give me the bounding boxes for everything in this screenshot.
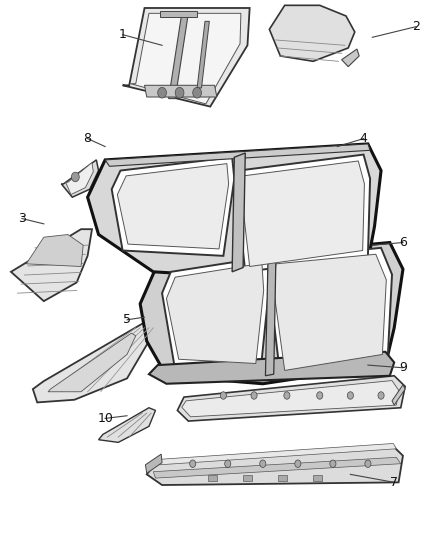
- Polygon shape: [140, 243, 403, 384]
- Polygon shape: [278, 475, 287, 481]
- Polygon shape: [105, 144, 370, 166]
- Text: 9: 9: [399, 361, 407, 374]
- Polygon shape: [392, 385, 405, 405]
- Circle shape: [158, 87, 166, 98]
- Polygon shape: [197, 21, 209, 88]
- Text: 3: 3: [18, 212, 26, 225]
- Circle shape: [190, 460, 196, 467]
- Polygon shape: [131, 13, 241, 104]
- Polygon shape: [162, 257, 269, 370]
- Polygon shape: [237, 155, 370, 272]
- Polygon shape: [182, 381, 399, 417]
- Polygon shape: [26, 235, 83, 266]
- Polygon shape: [147, 445, 403, 485]
- Polygon shape: [166, 263, 264, 364]
- Polygon shape: [265, 256, 276, 376]
- Polygon shape: [313, 475, 322, 481]
- Polygon shape: [269, 248, 392, 376]
- Circle shape: [260, 460, 266, 467]
- Polygon shape: [112, 157, 234, 256]
- Polygon shape: [242, 161, 364, 266]
- Polygon shape: [48, 333, 136, 392]
- Circle shape: [330, 460, 336, 467]
- Polygon shape: [123, 8, 250, 107]
- Polygon shape: [158, 443, 396, 465]
- Circle shape: [220, 392, 226, 399]
- Circle shape: [317, 392, 323, 399]
- Circle shape: [365, 460, 371, 467]
- Polygon shape: [177, 376, 405, 421]
- Circle shape: [295, 460, 301, 467]
- Polygon shape: [88, 144, 381, 277]
- Circle shape: [347, 392, 353, 399]
- Text: 6: 6: [399, 236, 407, 249]
- Polygon shape: [149, 352, 394, 384]
- Polygon shape: [33, 317, 155, 402]
- Polygon shape: [61, 160, 99, 197]
- Text: 5: 5: [123, 313, 131, 326]
- Circle shape: [251, 392, 257, 399]
- Polygon shape: [145, 85, 217, 97]
- Circle shape: [378, 392, 384, 399]
- Polygon shape: [208, 475, 217, 481]
- Polygon shape: [274, 254, 386, 370]
- Circle shape: [175, 87, 184, 98]
- Text: 8: 8: [84, 132, 92, 145]
- Polygon shape: [269, 5, 355, 61]
- Polygon shape: [232, 153, 245, 272]
- Circle shape: [284, 392, 290, 399]
- Circle shape: [71, 172, 79, 182]
- Text: 10: 10: [97, 412, 113, 425]
- Polygon shape: [11, 229, 92, 301]
- Polygon shape: [117, 164, 229, 249]
- Polygon shape: [169, 13, 188, 99]
- Polygon shape: [243, 475, 252, 481]
- Text: 4: 4: [360, 132, 367, 145]
- Circle shape: [225, 460, 231, 467]
- Text: 7: 7: [390, 476, 398, 489]
- Polygon shape: [342, 49, 359, 67]
- Polygon shape: [145, 454, 162, 473]
- Polygon shape: [160, 11, 197, 17]
- Circle shape: [193, 87, 201, 98]
- Text: 2: 2: [412, 20, 420, 33]
- Polygon shape: [99, 408, 155, 442]
- Text: 1: 1: [119, 28, 127, 41]
- Polygon shape: [66, 163, 93, 195]
- Polygon shape: [153, 457, 401, 478]
